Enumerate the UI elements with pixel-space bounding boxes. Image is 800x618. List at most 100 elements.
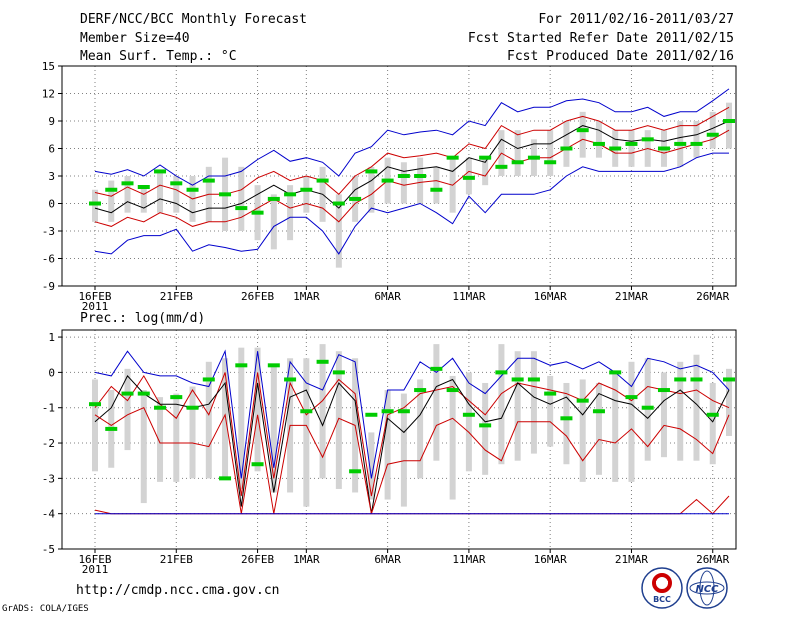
prec-spread-box — [693, 354, 700, 461]
prec-spread-box — [514, 351, 521, 461]
prec-x-tick-label: 21MAR — [615, 553, 648, 566]
temp-y-tick-label: 0 — [48, 198, 55, 211]
bcc-logo: BCC — [641, 567, 683, 609]
prec-spread-box — [140, 390, 147, 504]
temp-series-lower — [94, 152, 729, 255]
prec-median-mark — [397, 409, 410, 414]
prec-median-mark — [641, 405, 654, 410]
prec-median-mark — [674, 377, 687, 382]
temp-spread-box — [238, 166, 245, 231]
temp-median-mark — [251, 210, 264, 215]
temp-y-tick-label: -9 — [42, 280, 55, 293]
temp-spread-box — [92, 189, 98, 222]
prec-median-mark — [690, 377, 703, 382]
temp-spread-box — [157, 171, 164, 213]
temp-median-mark — [446, 155, 459, 160]
temp-median-mark — [576, 128, 589, 133]
temp-median-mark — [723, 119, 735, 123]
prec-spread-box — [547, 375, 554, 447]
source-url[interactable]: http://cmdp.ncc.cma.gov.cn — [76, 583, 280, 598]
prec-y-tick-label: -4 — [42, 508, 56, 521]
prec-spread-box — [498, 344, 505, 465]
temp-median-mark — [105, 187, 118, 192]
prec-x-tick-label: 11MAR — [452, 553, 485, 566]
prec-spread-box — [400, 393, 407, 507]
prec-median-mark — [723, 377, 735, 382]
prec-y-tick-label: 0 — [48, 366, 55, 379]
temp-median-mark — [284, 192, 297, 197]
temp-series-mean — [94, 120, 730, 214]
temp-median-mark — [219, 192, 232, 197]
temp-median-mark — [154, 169, 167, 174]
temp-spread-box — [595, 121, 602, 158]
temp-median-mark — [495, 164, 508, 169]
temp-spread-box — [140, 185, 147, 213]
temp-median-mark — [674, 141, 687, 146]
temp-spread-box — [173, 176, 180, 213]
temp-x-tick-label: 26FEB — [241, 290, 274, 303]
temp-median-mark — [300, 187, 313, 192]
prec-median-mark — [89, 402, 101, 407]
forecast-started-label: Fcst Started Refer Date 2011/02/15 — [467, 31, 734, 46]
forecast-period-label: For 2011/02/16-2011/03/27 — [538, 12, 734, 27]
prec-median-mark — [186, 405, 199, 410]
temp-median-mark — [592, 141, 605, 146]
temp-x-tick-label: 21MAR — [615, 290, 648, 303]
member-size-label: Member Size=40 — [80, 31, 190, 46]
forecast-produced-label: Fcst Produced Date 2011/02/16 — [507, 49, 734, 64]
prec-spread-box — [449, 375, 456, 500]
temp-spread-box — [303, 176, 310, 213]
prec-median-mark — [121, 391, 134, 396]
temp-spread-box — [726, 102, 732, 149]
prec-x-tick-label: 6MAR — [374, 553, 401, 566]
prec-median-mark — [462, 412, 475, 417]
prec-median-mark — [495, 370, 508, 375]
temp-series-upper_mid — [94, 106, 730, 200]
prec-spread-box — [157, 397, 164, 482]
temp-median-mark — [186, 187, 199, 192]
temp-spread-box — [579, 111, 586, 158]
prec-spread-box — [660, 372, 667, 458]
temp-median-mark — [381, 178, 394, 183]
prec-median-mark — [511, 377, 524, 382]
prec-spread-box — [222, 358, 229, 479]
temp-spread-box — [693, 121, 700, 158]
prec-series-lower_mid — [94, 407, 730, 514]
temp-spread-box — [628, 130, 635, 167]
prec-median-mark — [381, 409, 394, 414]
temp-spread-box — [368, 166, 375, 213]
prec-series-upper — [94, 349, 730, 479]
temp-spread-box — [124, 176, 131, 213]
prec-x-tick-label: 1MAR — [293, 553, 320, 566]
temp-median-mark — [414, 174, 427, 178]
prec-spread-box — [579, 379, 586, 482]
temp-series-lower_mid — [94, 129, 730, 227]
temp-median-mark — [462, 175, 475, 180]
temp-median-mark — [397, 174, 410, 178]
prec-spread-box — [92, 379, 98, 472]
temp-median-mark — [349, 196, 362, 201]
prec-median-mark — [300, 409, 313, 414]
prec-median-mark — [609, 370, 622, 375]
grads-credit: GrADS: COLA/IGES — [2, 604, 89, 614]
prec-median-mark — [592, 409, 605, 414]
prec-spread-box — [726, 368, 732, 436]
prec-spread-box — [270, 365, 277, 493]
prec-spread-box — [530, 351, 537, 454]
prec-x-tick-label: 26FEB — [241, 553, 274, 566]
prec-spread-box — [254, 347, 261, 472]
bcc-logo-text: BCC — [653, 595, 671, 604]
temp-x-tick-label: 11MAR — [452, 290, 485, 303]
temp-x-tick-label: 16FEB — [78, 290, 111, 303]
temp-median-mark — [527, 155, 540, 160]
prec-median-mark — [560, 416, 573, 421]
temp-spread-box — [335, 194, 342, 268]
variable-label: Mean Surf. Temp.: °C — [80, 49, 237, 64]
prec-median-mark — [137, 391, 150, 396]
temp-x-tick-label: 6MAR — [374, 290, 401, 303]
prec-spread-box — [612, 372, 619, 482]
temp-spread-box — [270, 194, 277, 250]
precipitation-title: Prec.: log(mm/d) — [80, 311, 205, 326]
prec-spread-box — [205, 361, 212, 479]
